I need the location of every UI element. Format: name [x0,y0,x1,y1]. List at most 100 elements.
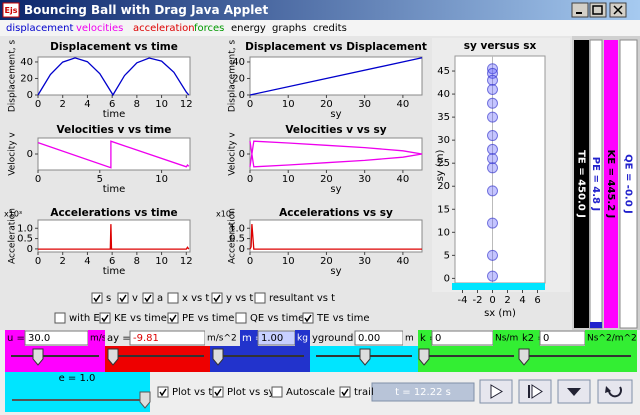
checkbox-label[interactable]: resultant vs t [269,293,335,304]
parameter-unit: Ns/m [495,334,518,344]
checkbox-label[interactable]: v [132,293,138,304]
slider-thumb[interactable] [518,348,530,366]
parameter-value[interactable]: 30.0 [28,333,50,344]
x-tick-label: 0 [35,174,41,185]
checkbox-box[interactable] [91,292,103,304]
option-box[interactable] [212,386,224,398]
x-tick-label: 30 [358,256,371,267]
menu-item[interactable]: forces [194,23,224,34]
checkbox-check [144,294,152,303]
parameter-label: ay = [107,333,131,344]
parameter-value[interactable]: 0 [543,333,549,344]
x-tick-label: 12 [180,99,193,110]
y-axis-label: Acceleration [8,208,18,264]
checkbox-label[interactable]: TE vs time [316,313,370,324]
checkbox-box[interactable] [142,292,154,304]
menu-item[interactable]: graphs [272,23,306,34]
checkbox-box[interactable] [211,292,223,304]
checkbox-box[interactable] [302,312,314,324]
parameter-unit-bg [88,330,105,346]
y-tick-label: 25 [437,158,450,169]
plot-frame [37,137,191,171]
ball-trace [487,162,498,174]
checkbox-box[interactable] [235,312,247,324]
option-box[interactable] [339,386,351,398]
y-tick-label: 40 [20,57,33,68]
parameter-label: u = [7,333,25,344]
slider-thumb[interactable] [359,348,371,366]
parameter-unit: Ns^2/m^2 [587,334,637,344]
checkbox-label[interactable]: PE vs time [182,313,234,324]
checkbox-label[interactable]: s [106,293,111,304]
minimize-button[interactable] [571,2,589,18]
option-label[interactable]: trail [354,387,374,398]
menu-item[interactable]: displacement [6,23,73,34]
ball-trace [487,130,498,142]
checkbox-check [169,314,177,323]
y-tick-label: 15 [437,204,450,215]
x-tick-label: 0 [489,295,495,306]
slider-thumb[interactable] [32,348,44,366]
slider-thumb[interactable] [418,348,430,366]
y-tick-label: 45 [437,66,450,77]
option-label[interactable]: Plot vs sy [227,387,275,398]
slider-thumb[interactable] [212,348,224,366]
plot-title: Displacement vs time [50,41,178,53]
energy-label: PE = 4.8 J [590,157,601,211]
y-tick-label: 20 [20,73,33,84]
checkbox-label[interactable]: with E [69,313,100,324]
plot-title: Accelerations vs time [50,207,177,219]
option-box[interactable] [157,386,169,398]
x-tick-label: 20 [320,256,333,267]
checkbox-check [101,314,109,323]
checkbox-box[interactable] [254,292,266,304]
parameter-value[interactable]: -9.81 [133,333,159,344]
parameter-value[interactable]: 0.00 [358,333,380,344]
x-tick-label: 10 [155,174,168,185]
parameter-value[interactable]: 1.00 [261,333,283,344]
checkbox-label[interactable]: x vs t [182,293,209,304]
checkbox-label[interactable]: y vs t [226,293,253,304]
slider-thumb[interactable] [107,348,119,366]
x-axis-label: sx (m) [484,308,516,319]
checkbox-check [119,294,127,303]
parameter-value[interactable]: 0 [435,333,441,344]
menu-item[interactable]: velocities [76,23,123,34]
ball-trace [487,217,498,229]
checkbox-box[interactable] [117,292,129,304]
plot-line [249,224,422,250]
plot-line [249,140,423,168]
checkbox-box[interactable] [99,312,111,324]
reset-button[interactable] [597,379,633,404]
menu-item[interactable]: acceleration [133,23,195,34]
restitution-slider[interactable] [12,391,151,409]
energy-bars [572,36,640,330]
parameter-unit: m/s [90,334,107,344]
y-axis-label: Displacement, s [8,40,18,113]
x-tick-label: 0 [247,99,253,110]
axis-multiplier: x10³ [4,210,22,219]
parameter-unit-bg [403,330,418,346]
option-label[interactable]: Autoscale [286,387,335,398]
menu-item[interactable]: energy [231,23,266,34]
ball-trace [487,270,498,282]
menu-item[interactable]: credits [313,23,347,34]
slider-bg [418,346,520,372]
checkbox-label[interactable]: QE vs time [250,313,304,324]
checkbox-box[interactable] [167,312,179,324]
x-tick-label: 12 [180,256,193,267]
checkbox-box[interactable] [167,292,179,304]
checkbox-label[interactable]: a [157,293,163,304]
y-tick-label: 40 [232,57,245,68]
parameter-label-bg [5,330,25,346]
parameter-label-bg [240,330,258,346]
ground [452,283,545,290]
parameter-unit-bg [585,330,637,346]
checkbox-box[interactable] [54,312,66,324]
option-label[interactable]: Plot vs t [172,387,212,398]
menu-bar [0,20,640,36]
checkbox-label[interactable]: KE vs time [114,313,167,324]
x-tick-label: 0 [35,256,41,267]
option-box[interactable] [271,386,283,398]
